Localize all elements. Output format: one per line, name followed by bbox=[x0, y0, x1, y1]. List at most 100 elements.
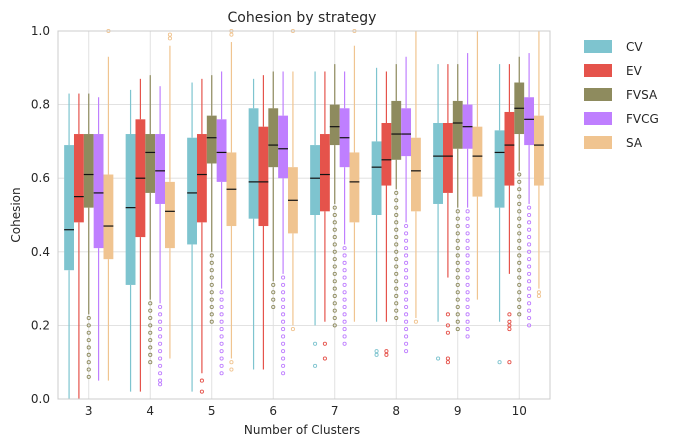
x-tick-labels: 3 4 5 6 7 8 9 10 bbox=[85, 404, 527, 418]
outlier-point bbox=[199, 378, 204, 383]
outlier-point bbox=[332, 227, 337, 232]
outlier-point bbox=[517, 268, 522, 273]
outlier-point bbox=[322, 356, 327, 361]
box-body bbox=[433, 123, 443, 204]
outlier-point bbox=[332, 257, 337, 262]
outlier-point bbox=[527, 279, 532, 284]
outlier-point bbox=[455, 282, 460, 287]
outlier-point bbox=[394, 286, 399, 291]
outlier-point bbox=[527, 323, 532, 328]
box-body bbox=[391, 100, 402, 160]
outlier-point bbox=[209, 319, 214, 324]
outlier-point bbox=[271, 304, 276, 310]
outlier-point bbox=[332, 212, 337, 218]
box-fvcg-3 bbox=[93, 97, 104, 381]
x-axis-label: Number of Clusters bbox=[244, 423, 360, 437]
outlier-point bbox=[332, 249, 337, 254]
outlier-point bbox=[507, 312, 512, 317]
box-body bbox=[472, 126, 483, 197]
box-body bbox=[145, 134, 156, 193]
outlier-point bbox=[86, 352, 91, 357]
outlier-point bbox=[158, 356, 163, 361]
outlier-point bbox=[219, 363, 224, 368]
box-sa-8 bbox=[411, 31, 421, 324]
box-sa-9 bbox=[472, 31, 483, 300]
outlier-point bbox=[527, 235, 532, 240]
outlier-point bbox=[404, 282, 409, 287]
x-tick-label: 9 bbox=[454, 404, 462, 418]
y-tick-label: 0.6 bbox=[31, 171, 50, 185]
y-tick-label: 0.8 bbox=[31, 98, 50, 112]
box-fvsa-8 bbox=[391, 64, 402, 321]
legend-label: FVCG bbox=[626, 112, 659, 126]
box-fvsa-3 bbox=[83, 93, 94, 379]
outlier-point bbox=[527, 249, 532, 254]
outlier-point bbox=[342, 312, 347, 317]
outlier-point bbox=[313, 341, 318, 346]
outlier-point bbox=[465, 297, 470, 302]
box-fvsa-4 bbox=[145, 75, 156, 365]
box-body bbox=[371, 141, 382, 215]
outlier-point bbox=[148, 352, 153, 357]
box-fvcg-5 bbox=[216, 71, 227, 376]
outlier-point bbox=[394, 301, 399, 306]
box-sa-10 bbox=[534, 31, 544, 299]
outlier-point bbox=[404, 253, 409, 258]
outlier-point bbox=[536, 290, 541, 295]
box-body bbox=[268, 108, 279, 168]
outlier-point bbox=[465, 238, 470, 243]
box-body bbox=[319, 134, 330, 212]
outlier-point bbox=[209, 290, 214, 295]
box-cv-10 bbox=[494, 64, 505, 365]
series-ev bbox=[73, 64, 515, 399]
box-cv-9 bbox=[433, 64, 443, 361]
outlier-point bbox=[281, 312, 286, 317]
outlier-point bbox=[219, 371, 224, 376]
box-fvcg-10 bbox=[524, 53, 535, 328]
legend-swatch bbox=[584, 112, 612, 125]
outlier-point bbox=[86, 338, 91, 343]
box-body bbox=[216, 119, 227, 182]
outlier-point bbox=[404, 334, 409, 339]
outlier-point bbox=[445, 330, 450, 335]
outlier-point bbox=[281, 327, 286, 332]
outlier-point bbox=[332, 235, 337, 240]
box-body bbox=[93, 134, 104, 249]
outlier-point bbox=[86, 323, 91, 328]
outlier-point bbox=[517, 194, 522, 199]
outlier-point bbox=[394, 249, 399, 254]
box-sa-3 bbox=[103, 28, 114, 381]
outlier-point bbox=[342, 260, 347, 265]
outlier-point bbox=[209, 304, 214, 310]
outlier-point bbox=[404, 238, 409, 243]
outlier-point bbox=[455, 246, 460, 251]
outlier-point bbox=[394, 315, 399, 321]
box-ev-5 bbox=[196, 78, 207, 394]
outlier-point bbox=[209, 268, 214, 273]
outlier-point bbox=[342, 268, 347, 273]
outlier-point bbox=[404, 268, 409, 273]
outlier-point bbox=[86, 345, 91, 350]
outlier-point bbox=[517, 231, 522, 236]
outlier-point bbox=[394, 308, 399, 313]
outlier-point bbox=[404, 290, 409, 295]
plot-area bbox=[57, 28, 551, 400]
box-ev-4 bbox=[135, 78, 146, 392]
box-body bbox=[401, 108, 412, 157]
y-axis-label: Cohesion bbox=[9, 187, 23, 242]
outlier-point bbox=[455, 327, 460, 332]
outlier-point bbox=[394, 227, 399, 232]
outlier-point bbox=[394, 279, 399, 284]
outlier-point bbox=[342, 341, 347, 346]
x-tick-label: 4 bbox=[146, 404, 154, 418]
outlier-point bbox=[527, 264, 532, 269]
outlier-point bbox=[394, 198, 399, 203]
outlier-point bbox=[342, 290, 347, 295]
outlier-point bbox=[158, 363, 163, 368]
outlier-point bbox=[404, 275, 409, 280]
outlier-point bbox=[465, 216, 470, 221]
outlier-point bbox=[281, 341, 286, 346]
outlier-point bbox=[332, 242, 337, 247]
legend-label: CV bbox=[626, 40, 643, 54]
outlier-point bbox=[394, 293, 399, 299]
